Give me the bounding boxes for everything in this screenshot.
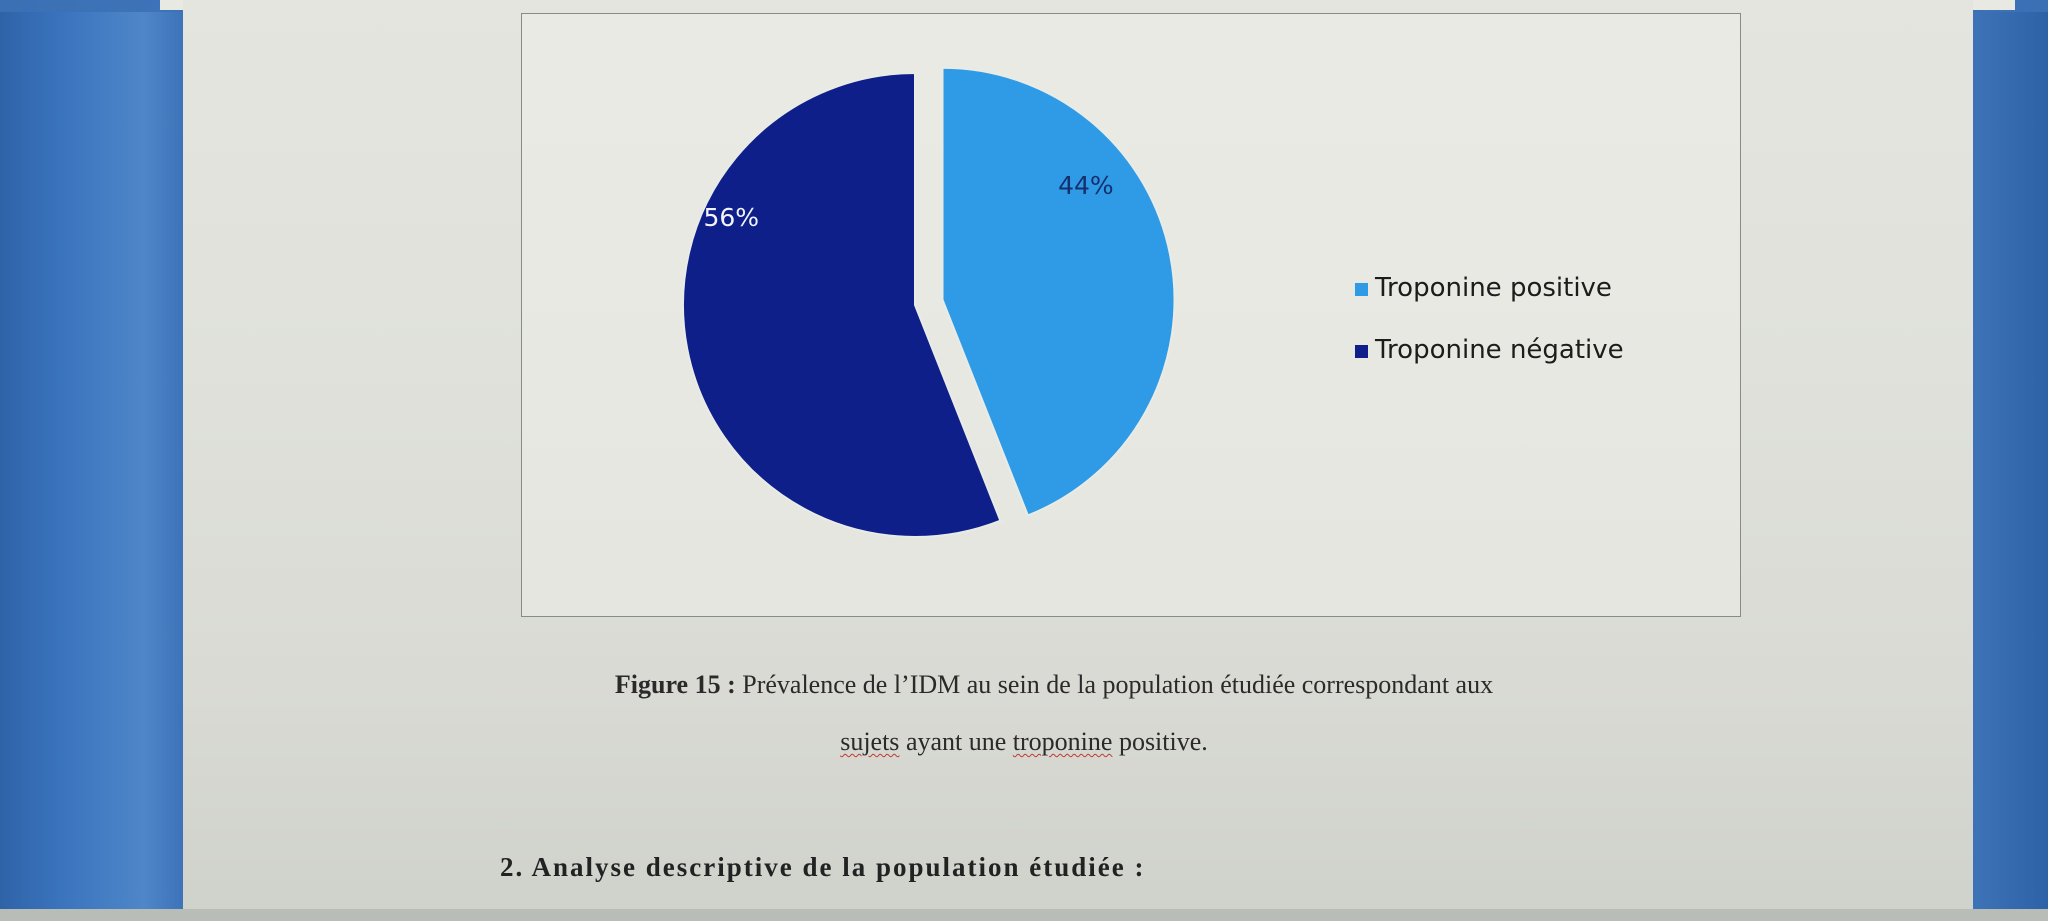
legend-swatch — [1355, 345, 1368, 358]
pie-slice-troponine-positive — [941, 66, 1176, 517]
figure-label: Figure 15 : — [614, 670, 736, 699]
legend-swatch — [1355, 283, 1368, 296]
pie-data-label: 44% — [1058, 171, 1114, 200]
pie-data-label: 56% — [703, 203, 759, 232]
caption-text-middle: ayant une — [899, 727, 1013, 756]
legend-label: Troponine positive — [1374, 273, 1612, 303]
caption-word-troponine: troponine — [1012, 727, 1113, 756]
caption-word-sujets: sujets — [840, 727, 900, 756]
figure-caption-text: Prévalence de l’IDM au sein de la popula… — [742, 670, 1494, 699]
pie-slice-troponine-negative — [681, 71, 1002, 538]
caption-text-end: positive. — [1112, 727, 1208, 756]
window-bottom-strip — [0, 909, 2048, 921]
legend-label: Troponine négative — [1374, 335, 1624, 365]
figure-caption-line2: sujets ayant une troponine positive. — [0, 727, 2048, 757]
figure-caption-line1: Figure 15 : Prévalence de l’IDM au sein … — [0, 670, 2048, 700]
section-heading: 2. Analyse descriptive de la population … — [500, 852, 1146, 882]
